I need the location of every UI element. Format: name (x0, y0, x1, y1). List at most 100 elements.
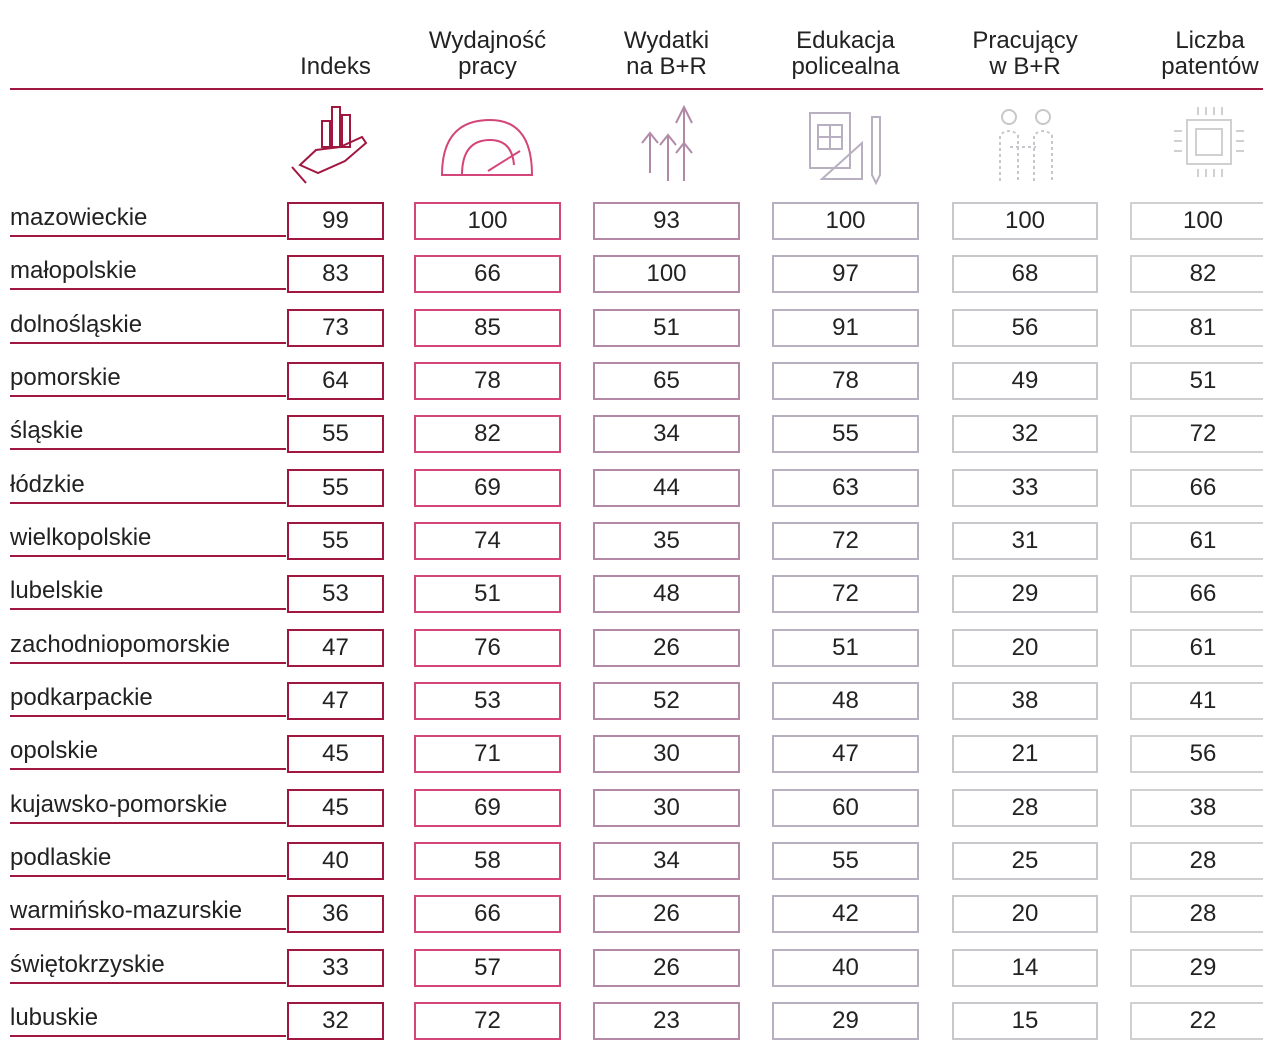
icon-researchers (999, 109, 1053, 181)
value-cell: 66 (414, 895, 561, 934)
header-line: Liczba (1175, 27, 1245, 54)
value-cell: 73 (287, 308, 384, 347)
value-cell: 25 (952, 841, 1098, 880)
region-name: łódzkie (10, 466, 286, 504)
value-cell: 14 (952, 948, 1098, 987)
icons (291, 104, 1244, 186)
column-header: Wydatki na B+R (577, 14, 757, 80)
header-line: policealna (791, 53, 900, 80)
value-cell: 52 (593, 681, 740, 720)
value-cell: 22 (1130, 1001, 1263, 1040)
value-cell: 99 (287, 202, 384, 240)
value-cell: 72 (772, 521, 919, 560)
region-name: mazowieckie (10, 199, 286, 237)
value-cell: 32 (952, 415, 1098, 454)
value-cell: 93 (593, 202, 740, 240)
value-cell: 97 (772, 255, 919, 294)
value-cell: 100 (952, 202, 1098, 240)
value-cell: 83 (287, 255, 384, 294)
value-cell: 68 (952, 255, 1098, 294)
value-cell: 72 (1130, 415, 1263, 454)
value-cell: 100 (414, 202, 561, 240)
value-cell: 64 (287, 361, 384, 400)
value-cell: 74 (414, 521, 561, 560)
header-line: Edukacja (796, 27, 895, 54)
value-cell: 69 (414, 788, 561, 827)
value-cell: 51 (593, 308, 740, 347)
value-cell: 69 (414, 468, 561, 507)
value-cell: 29 (772, 1001, 919, 1040)
value-cell: 66 (1130, 575, 1263, 614)
value-cell: 28 (952, 788, 1098, 827)
value-cell: 66 (414, 255, 561, 294)
value-cell: 21 (952, 735, 1098, 774)
value-cell: 65 (593, 361, 740, 400)
value-cell: 38 (952, 681, 1098, 720)
value-cell: 61 (1130, 521, 1263, 560)
value-cell: 31 (952, 521, 1098, 560)
value-cell: 29 (1130, 948, 1263, 987)
value-cell: 55 (772, 415, 919, 454)
value-cell: 55 (287, 415, 384, 454)
value-cell: 49 (952, 361, 1098, 400)
value-cell: 33 (287, 948, 384, 987)
value-cell: 40 (772, 948, 919, 987)
region-name: świętokrzyskie (10, 946, 286, 984)
header-line: Indeks (300, 53, 371, 80)
icon-education (809, 112, 881, 186)
value-cell: 63 (772, 468, 919, 507)
value-cell: 71 (414, 735, 561, 774)
region-name: śląskie (10, 412, 286, 451)
value-cell: 42 (772, 895, 919, 934)
value-cell: 78 (772, 361, 919, 400)
column-header: Wydajność pracy (398, 14, 578, 80)
value-cell: 56 (1130, 735, 1263, 774)
value-cell: 26 (593, 895, 740, 934)
value-cell: 41 (1130, 681, 1263, 720)
value-cell: 100 (593, 255, 740, 294)
value-cell: 55 (287, 468, 384, 507)
value-cell: 38 (1130, 788, 1263, 827)
value-cell: 30 (593, 788, 740, 827)
header-line: Wydajność (428, 27, 547, 54)
region-name: podlaskie (10, 839, 286, 877)
value-cell: 20 (952, 628, 1098, 667)
region-name: wielkopolskie (10, 519, 286, 557)
value-cell: 82 (414, 415, 561, 454)
value-cell: 91 (772, 308, 919, 347)
region-name: dolnośląskie (10, 306, 286, 344)
value-cell: 23 (593, 1001, 740, 1040)
value-cell: 100 (1130, 202, 1263, 240)
header-line: w B+R (989, 53, 1061, 80)
value-cell: 36 (287, 895, 384, 934)
value-cell: 48 (772, 681, 919, 720)
region-name: lubuskie (10, 999, 286, 1037)
value-cell: 76 (414, 628, 561, 667)
value-cell: 45 (287, 788, 384, 827)
value-cell: 82 (1130, 255, 1263, 294)
icon-productivity (440, 118, 534, 176)
value-cell: 55 (772, 841, 919, 880)
value-cell: 85 (414, 308, 561, 347)
value-cell: 51 (1130, 361, 1263, 400)
value-cell: 58 (414, 841, 561, 880)
value-cell: 72 (414, 1001, 561, 1040)
value-cell: 53 (287, 575, 384, 614)
value-cell: 30 (593, 735, 740, 774)
value-cell: 60 (772, 788, 919, 827)
value-cell: 32 (287, 1001, 384, 1040)
region-name: kujawsko-pomorskie (10, 786, 286, 824)
header-line: pracy (458, 53, 517, 80)
value-cell: 47 (287, 628, 384, 667)
value-cell: 34 (593, 415, 740, 454)
value-cell: 51 (414, 575, 561, 614)
icon-index (291, 106, 368, 184)
value-cell: 26 (593, 948, 740, 987)
header-line: Pracujący (972, 27, 1078, 54)
value-cell: 72 (772, 575, 919, 614)
value-cell: 44 (593, 468, 740, 507)
value-cell: 47 (772, 735, 919, 774)
region-name: pomorskie (10, 359, 286, 397)
region-name: zachodniopomorskie (10, 626, 286, 664)
